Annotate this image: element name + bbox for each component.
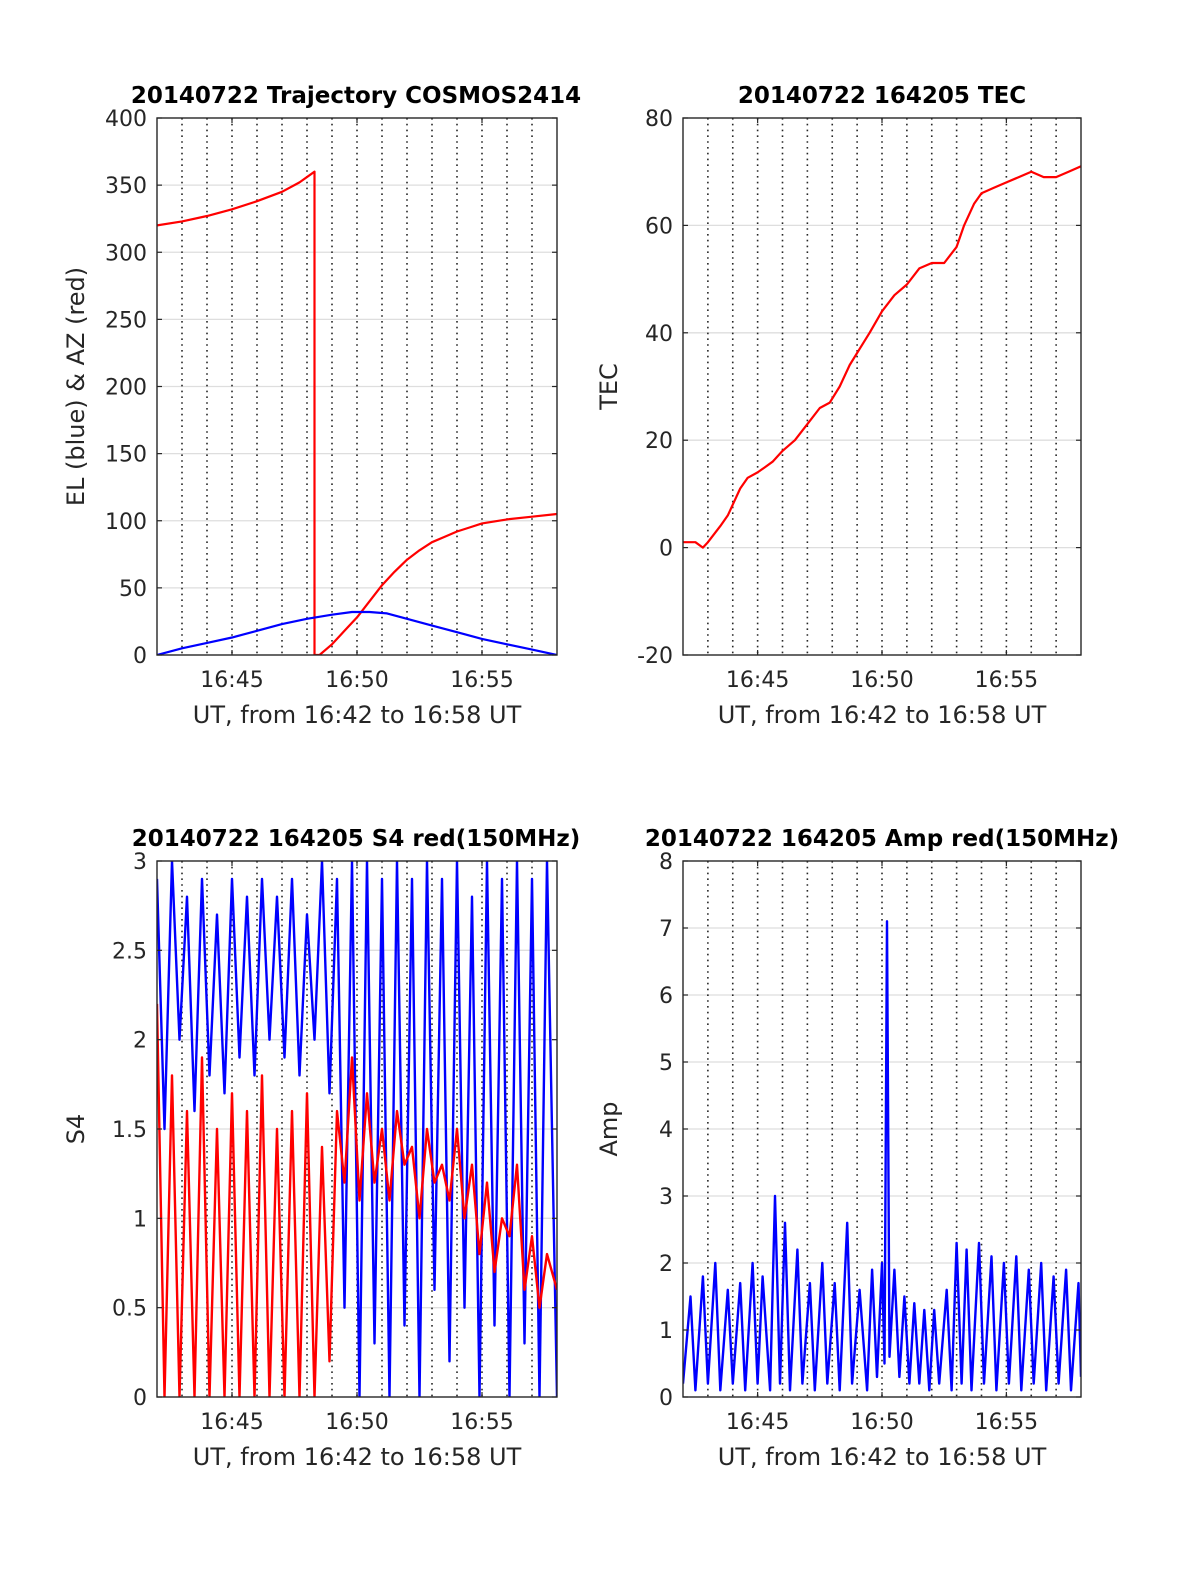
chart-title: 20140722 164205 Amp red(150MHz) xyxy=(645,826,1119,852)
series-line-1 xyxy=(157,170,557,655)
y-tick-label: 1 xyxy=(659,1319,673,1344)
series-line-1 xyxy=(683,165,1081,549)
y-tick-label: 60 xyxy=(645,214,673,239)
y-tick-label: -20 xyxy=(637,644,673,669)
y-tick-label: 100 xyxy=(105,510,147,535)
series-line-1 xyxy=(683,920,1081,1392)
y-tick-label: 8 xyxy=(659,850,673,875)
y-tick-label: 300 xyxy=(105,241,147,266)
x-axis-label: UT, from 16:42 to 16:58 UT xyxy=(193,701,522,729)
chart-panel-3: 0 0.5 1 1.5 2 2.5 3 16:45 16:50 16:55 20140722 164… xyxy=(62,826,580,1471)
x-tick-label: 16:45 xyxy=(726,1410,789,1435)
y-tick-label: 0 xyxy=(133,1386,147,1411)
y-tick-label: 6 xyxy=(659,984,673,1009)
y-tick-label: 1 xyxy=(133,1207,147,1232)
x-tick-label: 16:55 xyxy=(975,668,1038,693)
x-tick-label: 16:55 xyxy=(450,1410,513,1435)
y-tick-label: 200 xyxy=(105,376,147,401)
y-tick-label: 3 xyxy=(133,850,147,875)
x-axis-label: UT, from 16:42 to 16:58 UT xyxy=(718,1443,1047,1471)
y-tick-label: 50 xyxy=(119,577,147,602)
y-axis-label: S4 xyxy=(62,1114,90,1145)
plot-frame xyxy=(682,117,1082,656)
y-tick-label: 150 xyxy=(105,443,147,468)
y-axis-label: EL (blue) & AZ (red) xyxy=(62,267,90,506)
x-tick-label: 16:55 xyxy=(450,668,513,693)
chart-panel-2: -20 0 20 40 60 80 16:45 16:50 16:55 20140722 1642… xyxy=(595,83,1082,729)
x-tick-label: 16:50 xyxy=(325,668,388,693)
y-tick-label: 250 xyxy=(105,308,147,333)
x-tick-label: 16:45 xyxy=(200,1410,263,1435)
y-tick-label: 0.5 xyxy=(112,1297,147,1322)
y-tick-label: 350 xyxy=(105,174,147,199)
chart-title: 20140722 164205 TEC xyxy=(738,83,1026,109)
x-tick-label: 16:50 xyxy=(850,668,913,693)
y-tick-label: 400 xyxy=(105,107,147,132)
x-tick-label: 16:50 xyxy=(850,1410,913,1435)
y-tick-label: 0 xyxy=(659,1386,673,1411)
y-axis-label: TEC xyxy=(595,363,623,411)
x-tick-label: 16:45 xyxy=(200,668,263,693)
y-tick-label: 40 xyxy=(645,322,673,347)
series-line-2 xyxy=(157,1003,557,1397)
x-axis-label: UT, from 16:42 to 16:58 UT xyxy=(193,1443,522,1471)
chart-panel-4: 0 1 2 3 4 5 6 7 8 16:45 16:50 16:55 20140722 164205 … xyxy=(595,826,1119,1471)
y-tick-label: 20 xyxy=(645,429,673,454)
series-line-2 xyxy=(157,610,557,655)
x-tick-label: 16:45 xyxy=(726,668,789,693)
chart-panel-1: 0 50 100 150 200 250 300 350 400 16:45 16:50 16:55 2… xyxy=(62,83,581,729)
y-tick-label: 2 xyxy=(133,1029,147,1054)
chart-title: 20140722 Trajectory COSMOS2414 xyxy=(131,83,581,109)
y-axis-label: Amp xyxy=(595,1101,623,1156)
y-tick-label: 5 xyxy=(659,1051,673,1076)
x-axis-label: UT, from 16:42 to 16:58 UT xyxy=(718,701,1047,729)
x-tick-label: 16:55 xyxy=(975,1410,1038,1435)
y-tick-label: 80 xyxy=(645,107,673,132)
x-tick-label: 16:50 xyxy=(325,1410,388,1435)
y-tick-label: 3 xyxy=(659,1185,673,1210)
y-tick-label: 1.5 xyxy=(112,1118,147,1143)
y-tick-label: 4 xyxy=(659,1118,673,1143)
y-tick-label: 2 xyxy=(659,1252,673,1277)
y-tick-label: 0 xyxy=(659,537,673,562)
y-tick-label: 2.5 xyxy=(112,939,147,964)
chart-title: 20140722 164205 S4 red(150MHz) xyxy=(132,826,581,852)
y-tick-label: 0 xyxy=(133,644,147,669)
y-tick-label: 7 xyxy=(659,917,673,942)
